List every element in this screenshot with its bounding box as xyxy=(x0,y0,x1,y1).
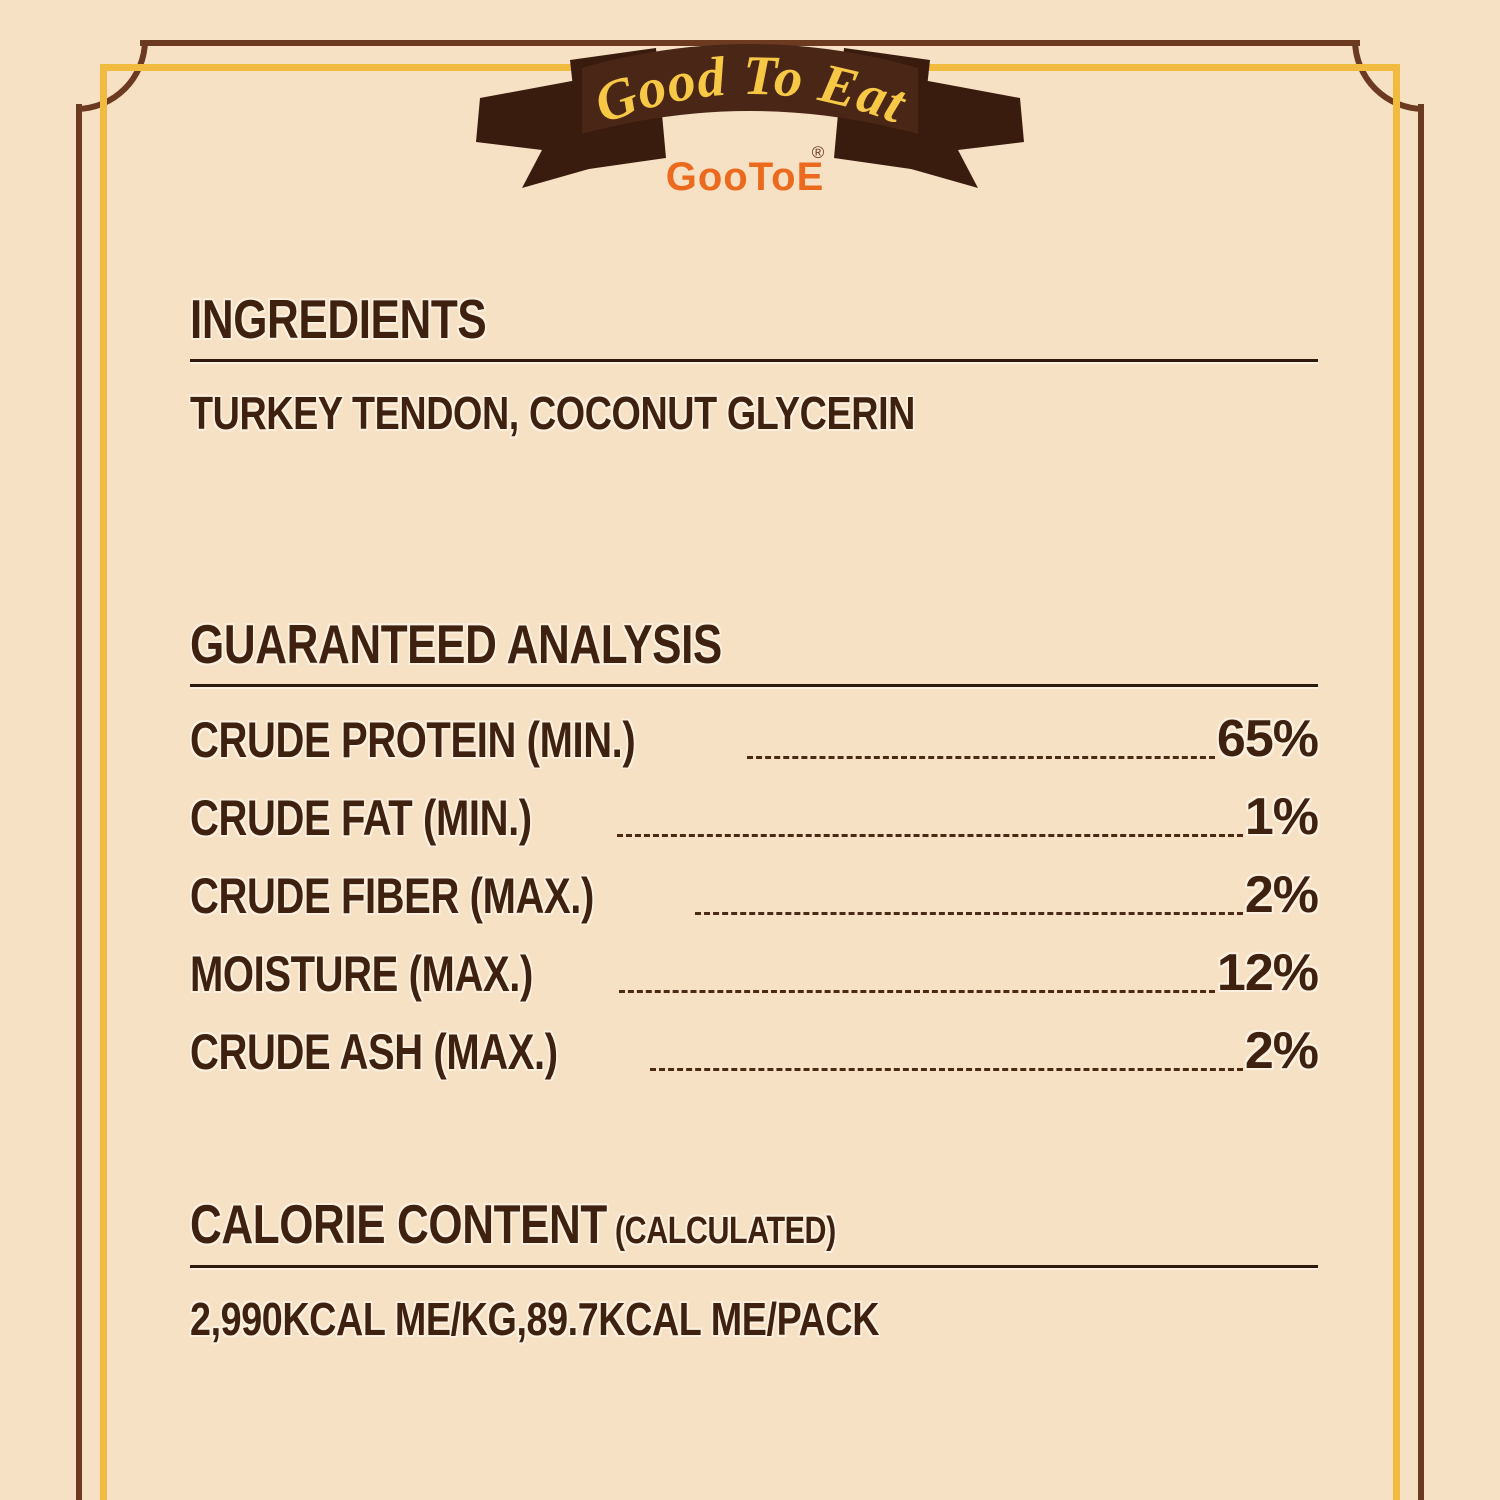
section-ingredients: INGREDIENTS TURKEY TENDON, COCONUT GLYCE… xyxy=(190,288,1318,440)
leader-dots xyxy=(617,834,1243,838)
section-calorie-content: CALORIE CONTENT (CALCULATED) 2,990KCAL M… xyxy=(190,1195,1318,1344)
leader-dots xyxy=(694,912,1243,916)
guaranteed-analysis-heading: GUARANTEED ANALYSIS xyxy=(190,612,722,675)
frame-brown-right-line xyxy=(1418,104,1424,1500)
table-row: CRUDE FAT (MIN.) 1% xyxy=(190,781,1319,847)
analysis-label: MOISTURE (MAX.) xyxy=(190,946,533,1003)
analysis-value: 2% xyxy=(1244,1022,1319,1081)
analysis-value: 1% xyxy=(1244,788,1319,847)
brand-banner: Good To Eat GooToE ® xyxy=(470,38,1030,208)
analysis-value: 12% xyxy=(1216,944,1319,1003)
analysis-label: CRUDE PROTEIN (MIN.) xyxy=(190,712,636,769)
frame-corner-arc-top-left xyxy=(76,40,148,112)
registered-trademark-icon: ® xyxy=(812,143,825,162)
ingredients-divider xyxy=(190,359,1318,363)
calorie-content-heading-qualifier: (CALCULATED) xyxy=(606,1210,836,1253)
brand-logo-text: GooToE xyxy=(666,155,825,199)
frame-brown-left-line xyxy=(76,104,82,1500)
calorie-content-heading: CALORIE CONTENT (CALCULATED) xyxy=(190,1195,1318,1254)
analysis-label: CRUDE ASH (MAX.) xyxy=(190,1024,558,1081)
guaranteed-analysis-divider xyxy=(190,684,1318,688)
analysis-value: 65% xyxy=(1216,710,1319,769)
table-row: CRUDE PROTEIN (MIN.) 65% xyxy=(190,703,1319,769)
leader-dots xyxy=(649,1068,1243,1072)
table-row: CRUDE ASH (MAX.) 2% xyxy=(190,1015,1319,1081)
calorie-content-divider xyxy=(190,1264,1318,1268)
section-guaranteed-analysis: GUARANTEED ANALYSIS CRUDE PROTEIN (MIN.)… xyxy=(190,612,1319,1081)
frame-corner-arc-top-right xyxy=(1352,40,1424,112)
calorie-content-heading-main: CALORIE CONTENT xyxy=(190,1193,607,1256)
frame-gold-right-line xyxy=(1393,64,1400,1500)
ingredients-body: TURKEY TENDON, COCONUT GLYCERIN xyxy=(190,387,915,440)
leader-dots xyxy=(746,756,1215,760)
spacer-after-analysis xyxy=(190,1077,1318,1195)
analysis-value: 2% xyxy=(1244,866,1319,925)
ingredients-heading: INGREDIENTS xyxy=(190,288,487,350)
leader-dots xyxy=(618,990,1215,994)
spacer-after-ingredients xyxy=(190,439,1318,615)
analysis-label: CRUDE FIBER (MAX.) xyxy=(190,868,594,925)
table-row: MOISTURE (MAX.) 12% xyxy=(190,937,1319,1003)
label-content: INGREDIENTS TURKEY TENDON, COCONUT GLYCE… xyxy=(190,288,1319,1344)
frame-gold-left-line xyxy=(100,64,107,1500)
analysis-row-list: CRUDE PROTEIN (MIN.) 65% CRUDE FAT (MIN.… xyxy=(190,703,1319,1081)
table-row: CRUDE FIBER (MAX.) 2% xyxy=(190,859,1319,925)
banner-body xyxy=(582,44,918,134)
analysis-label: CRUDE FAT (MIN.) xyxy=(190,790,532,847)
calorie-content-body: 2,990KCAL ME/KG,89.7KCAL ME/PACK xyxy=(190,1292,880,1345)
